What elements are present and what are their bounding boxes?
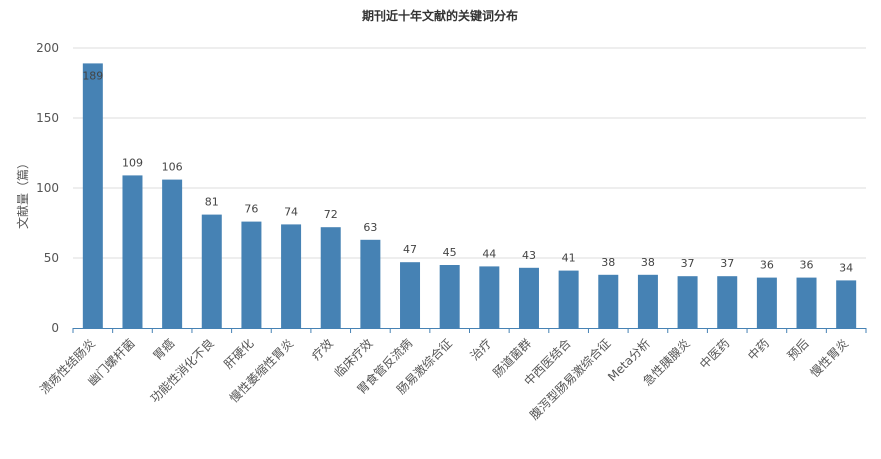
y-tick-label: 50 xyxy=(44,251,59,265)
data-label: 109 xyxy=(122,156,143,169)
data-label: 45 xyxy=(443,246,457,259)
bar xyxy=(400,262,421,328)
data-label: 189 xyxy=(82,69,103,82)
data-label: 72 xyxy=(324,208,338,221)
bar xyxy=(281,224,302,328)
bar xyxy=(598,274,619,328)
bar xyxy=(241,221,262,328)
x-tick-label: 疗效 xyxy=(308,336,336,364)
bar xyxy=(320,227,341,328)
bar xyxy=(756,277,777,328)
data-label: 34 xyxy=(839,261,853,274)
x-tick-label: 慢性胃炎 xyxy=(807,336,851,380)
data-label: 47 xyxy=(403,243,417,256)
data-label: 74 xyxy=(284,205,298,218)
x-tick-label: 预后 xyxy=(785,336,812,363)
data-labels: 189 109 106 81 76 74 72 63 47 45 44 43 41 38 38 37 37 36 3… xyxy=(82,69,853,274)
gridlines xyxy=(73,47,866,259)
data-label: 38 xyxy=(601,256,615,269)
y-tick-label: 0 xyxy=(51,321,59,335)
bar xyxy=(796,277,817,328)
data-label: 44 xyxy=(482,247,496,260)
bar xyxy=(518,267,539,328)
y-axis-ticks: 0 50 100 150 200 xyxy=(36,41,59,335)
data-label: 41 xyxy=(562,252,576,265)
bar xyxy=(717,276,738,328)
bar xyxy=(836,280,857,328)
bar xyxy=(82,63,103,329)
data-label: 43 xyxy=(522,249,536,262)
bar xyxy=(201,214,222,328)
bar xyxy=(637,274,658,328)
bar xyxy=(360,239,381,328)
x-tick-label: 胃癌 xyxy=(150,336,178,364)
bar xyxy=(122,175,143,328)
bar xyxy=(677,276,698,328)
bar xyxy=(162,179,183,328)
y-tick-label: 100 xyxy=(36,181,59,195)
y-tick-label: 200 xyxy=(36,41,59,55)
data-label: 36 xyxy=(800,259,814,272)
data-label: 36 xyxy=(760,259,774,272)
bars xyxy=(82,63,857,329)
chart-title: 期刊近十年文献的关键词分布 xyxy=(362,8,518,23)
data-label: 106 xyxy=(162,161,183,174)
x-tick-label: 肝硬化 xyxy=(221,336,256,371)
x-tick-label: 中医药 xyxy=(696,336,732,372)
x-tick-label: 治疗 xyxy=(468,336,495,363)
data-label: 81 xyxy=(205,196,219,209)
x-tick-label: 溃疡性结肠炎 xyxy=(36,336,98,398)
x-tick-label: 中药 xyxy=(744,336,772,364)
data-label: 63 xyxy=(363,221,377,234)
data-label: 76 xyxy=(244,203,258,216)
data-label: 37 xyxy=(720,257,734,270)
bar xyxy=(558,270,579,328)
bar xyxy=(439,265,460,328)
bar xyxy=(479,266,500,328)
data-label: 38 xyxy=(641,256,655,269)
data-label: 37 xyxy=(681,257,695,270)
y-axis-label: 文献量（篇） xyxy=(15,157,30,229)
y-tick-label: 150 xyxy=(36,111,59,125)
